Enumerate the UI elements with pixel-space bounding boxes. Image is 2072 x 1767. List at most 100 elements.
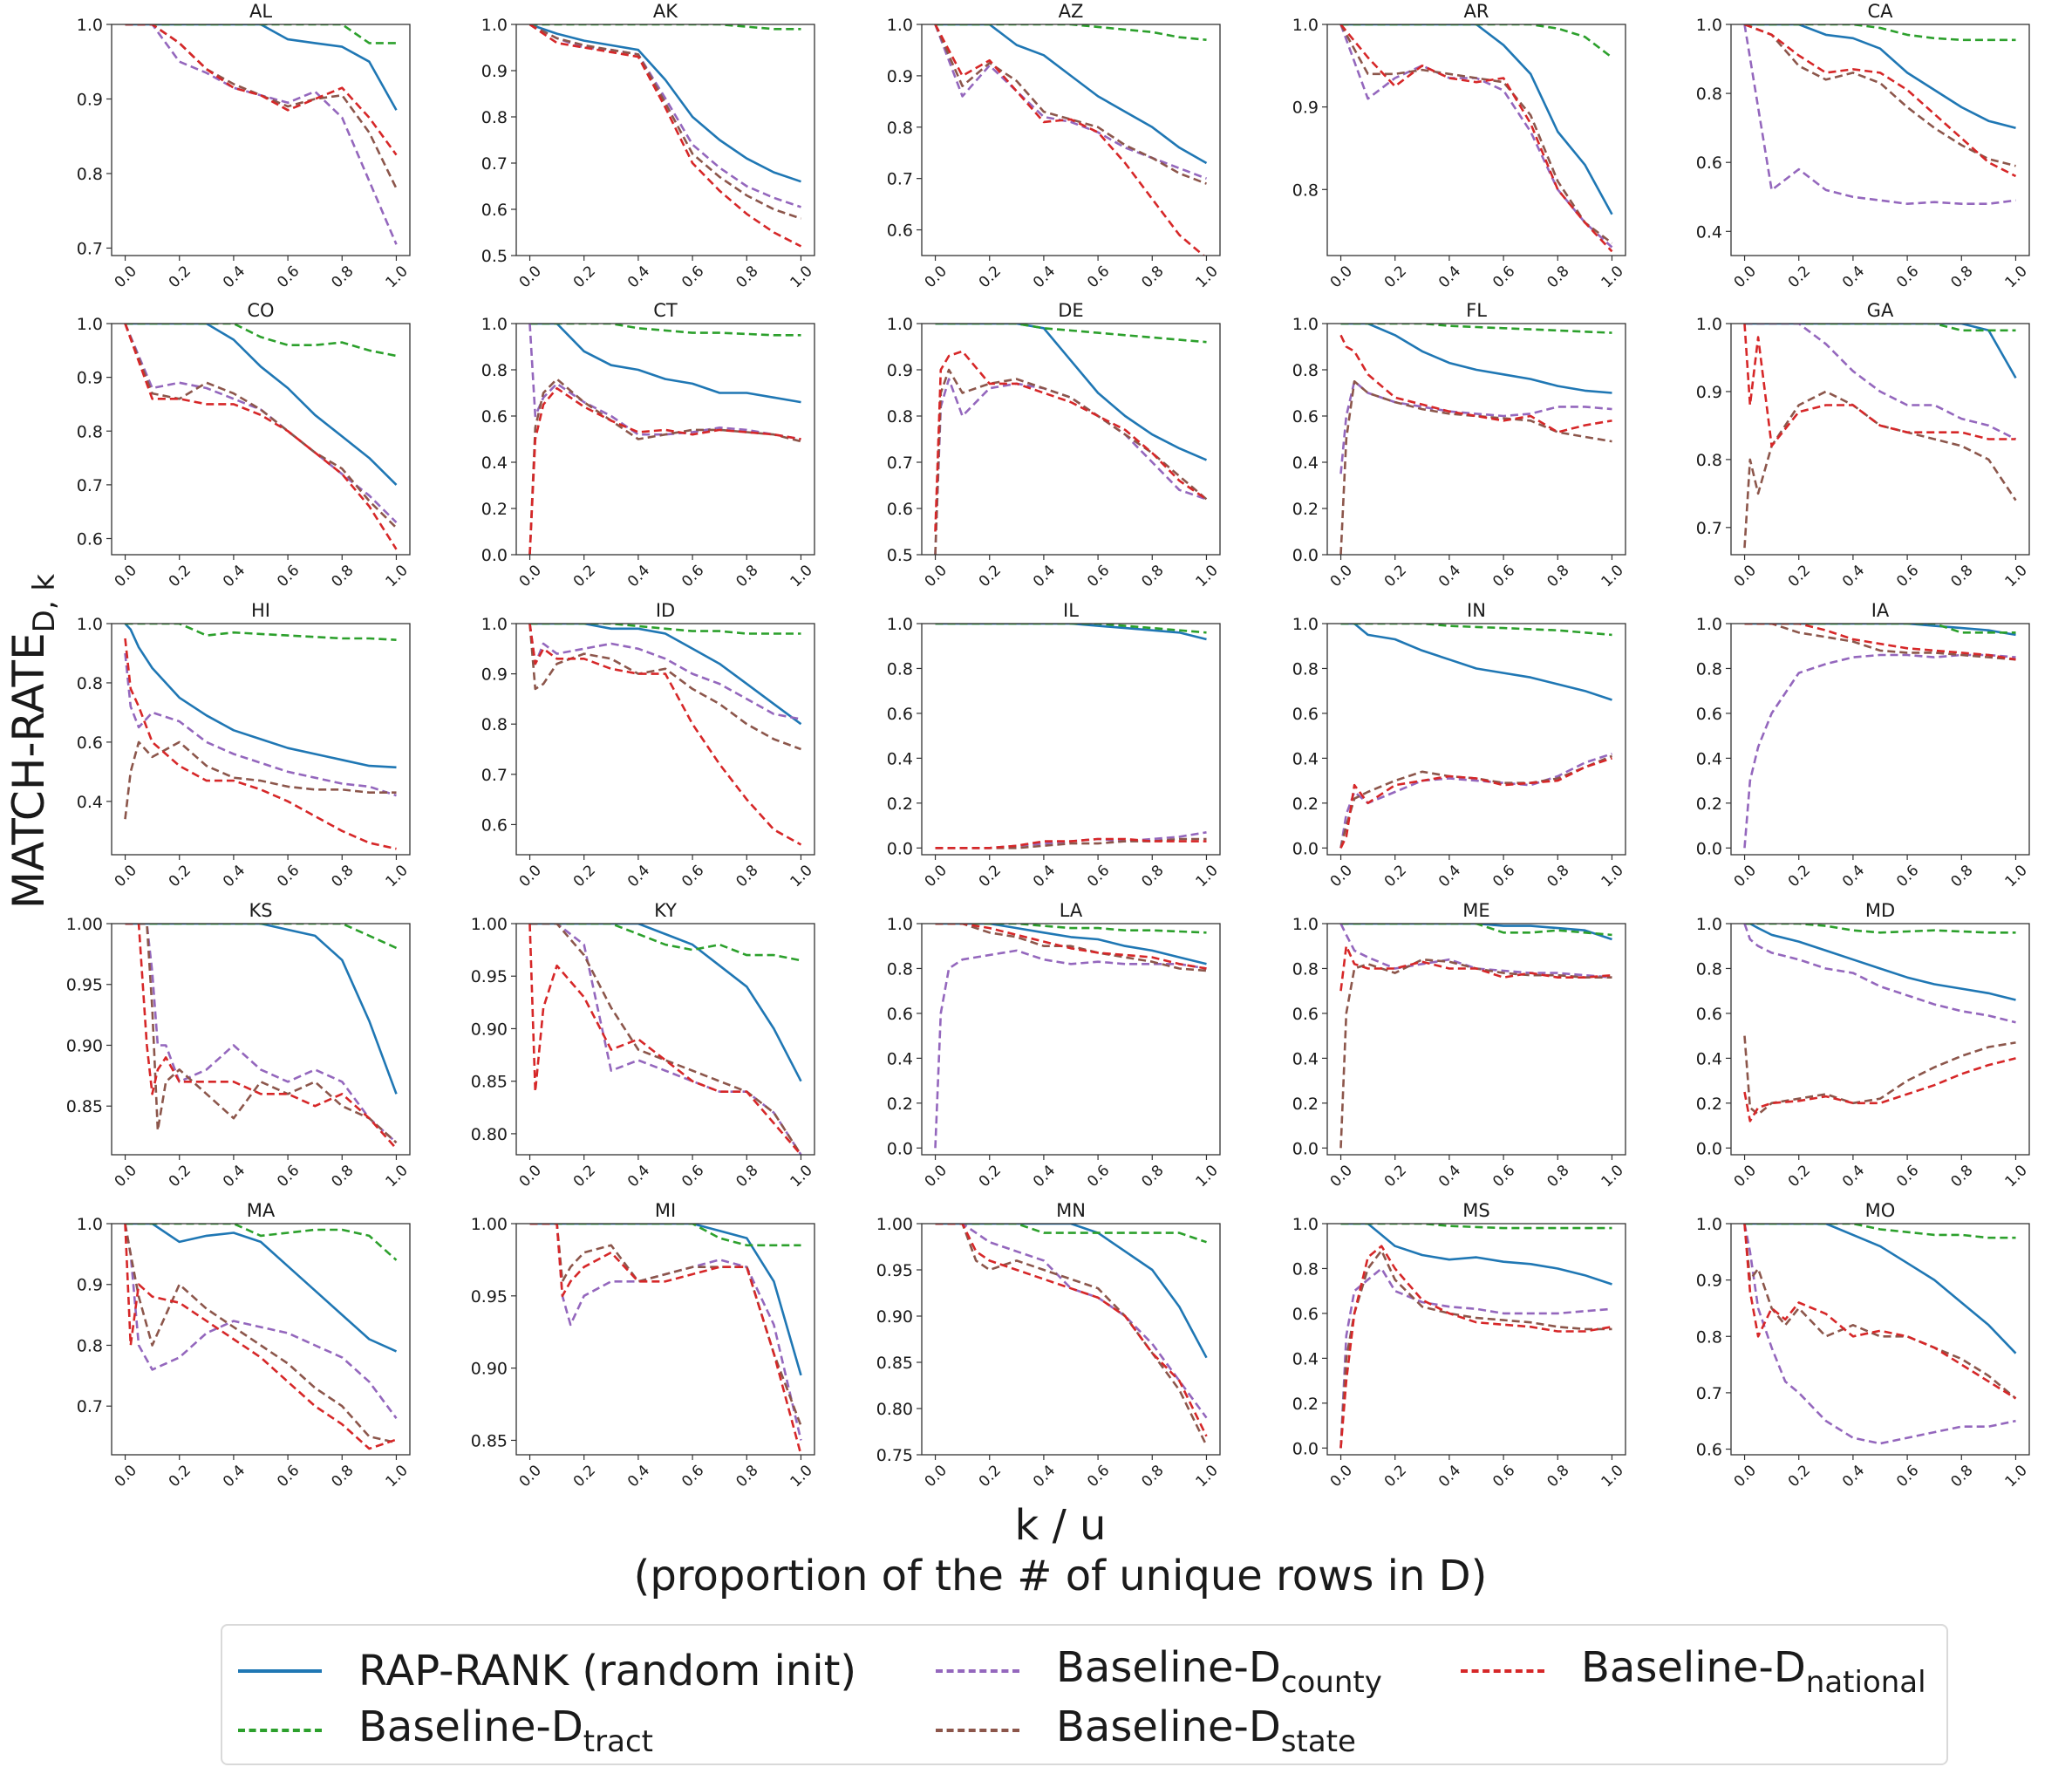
x-tick-label: 0.6 — [1084, 862, 1113, 890]
panel-frame — [921, 323, 1221, 556]
x-tick-label: 0.4 — [1839, 1162, 1868, 1191]
y-tick-label: 0.85 — [876, 1354, 913, 1373]
panel-frame — [111, 24, 411, 256]
y-tick-label: 0.0 — [1292, 546, 1319, 565]
y-tick-label: 1.0 — [1292, 16, 1319, 35]
series-line-county — [125, 24, 398, 245]
x-tick-label: 0.6 — [678, 1162, 707, 1191]
x-tick-label: 0.6 — [1893, 1162, 1922, 1191]
series-line-rap — [529, 24, 801, 183]
series-line-state — [528, 24, 801, 220]
x-tick-label: 0.8 — [733, 862, 761, 890]
y-tick-label: 0.90 — [876, 1307, 913, 1327]
y-tick-label: 0.95 — [471, 1287, 508, 1306]
x-tick-label: 0.6 — [1893, 1462, 1922, 1491]
y-tick-label: 1.0 — [481, 615, 508, 634]
x-tick-label: 0.0 — [922, 1462, 951, 1491]
x-tick-label: 0.4 — [624, 1462, 653, 1491]
x-tick-label: 0.4 — [1435, 263, 1464, 291]
y-tick-label: 0.4 — [1696, 1049, 1722, 1068]
y-tick-label: 0.0 — [1292, 1439, 1319, 1458]
y-tick-label: 0.0 — [481, 546, 508, 565]
series-line-tract — [125, 1224, 398, 1261]
panel-in: IN 0.0 0.2 0.4 0.6 0.8 1.0 0.0 0.2 0.4 0.6 0.8 1.0 — [1292, 600, 1627, 890]
x-tick-label: 0.8 — [733, 1462, 761, 1491]
series-line-rap — [529, 924, 802, 1082]
x-tick-label: 0.2 — [1785, 862, 1814, 890]
x-tick-label: 0.2 — [166, 1462, 194, 1491]
y-tick-label: 0.8 — [887, 407, 913, 426]
y-tick-label: 0.6 — [1696, 1005, 1722, 1024]
x-tick-label: 0.4 — [1030, 1462, 1059, 1491]
panel-title: CA — [1867, 1, 1893, 22]
x-tick-label: 0.0 — [112, 263, 140, 291]
x-tick-label: 0.0 — [516, 562, 545, 590]
panel-frame — [1730, 623, 2030, 856]
x-tick-label: 0.4 — [1435, 862, 1464, 890]
x-tick-label: 0.0 — [516, 263, 545, 291]
y-tick-label: 0.8 — [77, 422, 103, 441]
x-tick-label: 0.8 — [1947, 1162, 1976, 1191]
series-line-rap — [1340, 324, 1612, 394]
panel-mn: MN 0.75 0.80 0.85 0.90 0.95 1.00 0.0 0.2 0.4 0.6 0.… — [876, 1200, 1222, 1491]
panel-id: ID 0.6 0.7 0.8 0.9 1.0 0.0 0.2 0.4 0.6 0.8 1.0 — [481, 600, 816, 890]
series-line-national — [1339, 757, 1612, 849]
panel-title: HI — [251, 600, 270, 621]
x-tick-label: 0.0 — [1731, 1162, 1760, 1191]
panel-ms: MS 0.0 0.2 0.4 0.6 0.8 1.0 0.0 0.2 0.4 0.6 0.8 1.0 — [1292, 1200, 1627, 1491]
series-line-county — [1339, 24, 1613, 249]
y-tick-label: 0.8 — [1696, 959, 1722, 979]
series-line-rap — [124, 624, 397, 769]
y-tick-label: 0.9 — [77, 369, 103, 388]
series-line-national — [1339, 1245, 1612, 1449]
x-tick-label: 0.4 — [1030, 1162, 1059, 1191]
series-line-state — [124, 324, 398, 529]
series-line-tract — [1744, 1224, 2016, 1239]
legend-line-dashed-green — [238, 1729, 322, 1732]
y-tick-label: 1.0 — [887, 315, 913, 334]
series-line-rap — [1340, 1224, 1612, 1286]
series-line-state — [125, 24, 398, 189]
series-line-rap — [1340, 624, 1612, 701]
x-tick-label: 0.2 — [976, 562, 1005, 590]
series-line-state — [934, 368, 1208, 555]
series-line-county — [528, 24, 801, 208]
y-tick-label: 1.0 — [1292, 315, 1319, 334]
x-tick-label: 0.6 — [274, 562, 303, 590]
panel-de: DE 0.5 0.6 0.7 0.8 0.9 1.0 0.0 0.2 0.4 0.6 0.8 1.0 — [887, 300, 1222, 590]
series-line-tract — [125, 624, 397, 641]
x-tick-label: 1.0 — [787, 263, 816, 291]
y-tick-label: 0.90 — [471, 1020, 508, 1039]
x-tick-label: 0.0 — [1731, 1462, 1760, 1491]
y-tick-label: 0.6 — [1292, 705, 1319, 724]
x-tick-label: 0.2 — [976, 263, 1005, 291]
series-line-county — [124, 1224, 398, 1419]
panel-frame — [111, 1223, 411, 1456]
legend-line-dashed-purple — [936, 1669, 1019, 1673]
y-tick-label: 0.6 — [887, 1005, 913, 1024]
legend-entry-national: Baseline-Dnational — [1461, 1643, 1926, 1700]
legend-entry-tract: Baseline-Dtract — [238, 1702, 653, 1759]
series-line-rap — [935, 24, 1208, 165]
panel-ct: CT 0.0 0.2 0.4 0.6 0.8 1.0 0.0 0.2 0.4 0.6 0.8 1.0 — [481, 300, 816, 590]
y-tick-label: 0.6 — [887, 222, 913, 241]
panel-grid: AL 0.7 0.8 0.9 1.0 0.0 0.2 0.4 0.6 0.8 1.0 AK 0.5 0.6… — [66, 1, 2031, 1491]
series-line-state — [1339, 1249, 1612, 1449]
panel-title: IA — [1871, 600, 1890, 621]
x-tick-label: 0.2 — [1785, 562, 1814, 590]
y-tick-label: 1.0 — [1696, 615, 1722, 634]
x-tick-label: 0.6 — [1084, 562, 1113, 590]
series-line-national — [935, 1224, 1208, 1437]
panel-ky: KY 0.80 0.85 0.90 0.95 1.00 0.0 0.2 0.4 0.6 0.8 1.0 — [471, 900, 816, 1191]
series-line-county — [1743, 653, 2016, 849]
panel-hi: HI 0.4 0.6 0.8 1.0 0.0 0.2 0.4 0.6 0.8 1.0 — [77, 600, 412, 890]
y-tick-label: 0.8 — [887, 959, 913, 979]
x-tick-label: 1.0 — [2002, 1462, 2031, 1491]
x-tick-label: 0.2 — [570, 1462, 599, 1491]
y-tick-label: 0.7 — [77, 1397, 103, 1416]
y-tick-label: 0.7 — [1696, 519, 1722, 538]
x-tick-label: 0.2 — [570, 862, 599, 890]
panel-ma: MA 0.7 0.8 0.9 1.0 0.0 0.2 0.4 0.6 0.8 1.0 — [77, 1200, 412, 1491]
y-tick-label: 0.4 — [887, 749, 913, 768]
panel-il: IL 0.0 0.2 0.4 0.6 0.8 1.0 0.0 0.2 0.4 0.6 0.8 1.0 — [887, 600, 1222, 890]
